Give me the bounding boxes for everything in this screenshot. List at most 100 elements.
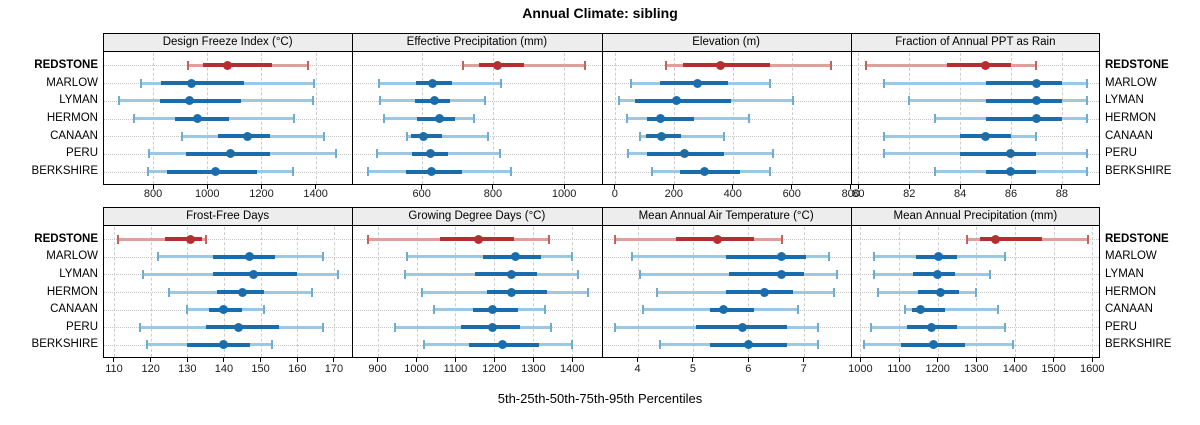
x-tick-label: 170 bbox=[324, 363, 344, 375]
median-dot bbox=[1031, 96, 1041, 106]
panel-divider bbox=[352, 226, 354, 358]
panel-divider bbox=[850, 52, 852, 185]
whisker-cap bbox=[650, 167, 653, 177]
whisker-cap bbox=[1086, 167, 1089, 177]
x-tick bbox=[975, 358, 977, 362]
x-tick-label: 1200 bbox=[925, 363, 950, 375]
whisker-line bbox=[904, 308, 998, 312]
x-gridline bbox=[791, 53, 793, 184]
panel-title: Mean Annual Precipitation (mm) bbox=[893, 210, 1058, 222]
row-label-left: MARLOW bbox=[46, 76, 98, 89]
whisker-cap bbox=[270, 340, 273, 350]
median-dot bbox=[210, 167, 220, 177]
panel-divider bbox=[850, 33, 852, 52]
whisker-cap bbox=[180, 131, 183, 141]
x-gridline bbox=[614, 53, 616, 184]
whisker-cap bbox=[336, 269, 339, 279]
whisker-cap bbox=[768, 167, 771, 177]
whisker-cap bbox=[797, 305, 800, 315]
x-gridline bbox=[637, 227, 639, 357]
x-tick bbox=[152, 185, 154, 189]
x-tick-label: 4 bbox=[634, 363, 641, 375]
median-dot bbox=[497, 340, 507, 350]
median-dot bbox=[492, 60, 502, 70]
panel-header: Mean Annual Precipitation (mm) bbox=[851, 208, 1100, 225]
whisker-cap bbox=[869, 322, 872, 332]
row-label-left: HERMON bbox=[46, 112, 98, 124]
whisker-cap bbox=[500, 78, 503, 88]
x-tick-label: 120 bbox=[141, 363, 160, 375]
whisker-cap bbox=[146, 167, 149, 177]
iqr-bar bbox=[679, 169, 741, 174]
panel-header: Elevation (m) bbox=[602, 34, 851, 51]
whisker-cap bbox=[792, 96, 795, 106]
x-gridline bbox=[150, 227, 152, 357]
whisker-cap bbox=[988, 269, 991, 279]
whisker-cap bbox=[627, 149, 630, 159]
median-dot bbox=[186, 234, 196, 244]
x-tick bbox=[296, 358, 298, 362]
panel-divider bbox=[601, 33, 603, 52]
row-label-left: LYMAN bbox=[59, 94, 98, 107]
whisker-cap bbox=[421, 287, 424, 297]
whisker-cap bbox=[571, 252, 574, 262]
row-label-left: MARLOW bbox=[46, 250, 98, 263]
x-tick-label: 1100 bbox=[443, 363, 468, 375]
x-tick bbox=[937, 358, 939, 362]
x-tick bbox=[113, 358, 115, 362]
x-gridline bbox=[860, 227, 862, 357]
median-dot bbox=[777, 269, 786, 279]
whisker-cap bbox=[138, 322, 141, 332]
x-tick bbox=[850, 185, 852, 189]
median-dot bbox=[222, 60, 232, 70]
whisker-cap bbox=[655, 287, 658, 297]
iqr-bar bbox=[985, 116, 1062, 121]
x-tick bbox=[1010, 185, 1012, 189]
row-label-left: CANAAN bbox=[50, 129, 98, 142]
x-tick bbox=[1053, 358, 1055, 362]
x-tick-label: 88 bbox=[1055, 188, 1068, 200]
x-gridline bbox=[1092, 227, 1094, 357]
x-tick bbox=[532, 358, 534, 362]
row-label-left: BERKSHIRE bbox=[31, 338, 98, 351]
x-tick bbox=[563, 185, 565, 189]
iqr-bar bbox=[985, 98, 1062, 103]
whisker-cap bbox=[865, 60, 867, 70]
x-tick-label: 1600 bbox=[1080, 363, 1105, 375]
median-dot bbox=[474, 234, 484, 244]
whisker-cap bbox=[665, 60, 668, 70]
iqr-bar bbox=[709, 307, 754, 312]
whisker-cap bbox=[747, 114, 750, 123]
x-tick-label: 200 bbox=[664, 188, 683, 200]
median-dot bbox=[219, 340, 229, 350]
whisker-cap bbox=[549, 322, 552, 332]
x-tick bbox=[1014, 358, 1016, 362]
x-tick bbox=[571, 358, 573, 362]
median-dot bbox=[991, 234, 1001, 244]
iqr-bar bbox=[960, 151, 1037, 156]
x-gridline bbox=[909, 53, 911, 184]
whisker-cap bbox=[1035, 60, 1038, 70]
whisker-cap bbox=[139, 78, 142, 88]
x-tick-label: 1000 bbox=[848, 363, 873, 375]
median-dot bbox=[713, 234, 723, 244]
x-gridline bbox=[113, 227, 115, 357]
median-dot bbox=[1031, 114, 1041, 123]
median-dot bbox=[655, 114, 665, 123]
whisker-cap bbox=[142, 269, 145, 279]
median-dot bbox=[487, 305, 497, 315]
median-dot bbox=[429, 96, 439, 106]
whisker-cap bbox=[816, 340, 819, 350]
whisker-cap bbox=[383, 114, 386, 123]
whisker-cap bbox=[433, 305, 436, 315]
whisker-cap bbox=[406, 131, 409, 141]
iqr-bar bbox=[161, 81, 244, 86]
panel-header: Effective Precipitation (mm) bbox=[352, 34, 601, 51]
iqr-bar bbox=[682, 63, 770, 68]
whisker-cap bbox=[366, 234, 369, 244]
whisker-cap bbox=[1086, 149, 1089, 159]
whisker-cap bbox=[156, 252, 159, 262]
x-tick bbox=[260, 185, 262, 189]
whisker-cap bbox=[322, 131, 325, 141]
whisker-cap bbox=[903, 305, 906, 315]
